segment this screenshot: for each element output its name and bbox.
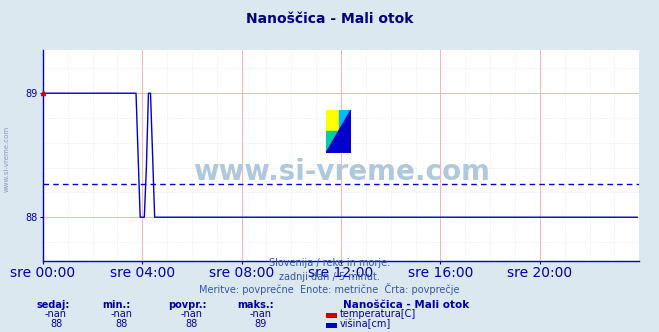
Text: povpr.:: povpr.:: [168, 300, 206, 310]
Text: Meritve: povprečne  Enote: metrične  Črta: povprečje: Meritve: povprečne Enote: metrične Črta:…: [199, 283, 460, 295]
Polygon shape: [339, 131, 351, 153]
Polygon shape: [326, 110, 351, 153]
Text: -nan: -nan: [45, 309, 67, 319]
Text: temperatura[C]: temperatura[C]: [340, 309, 416, 319]
Text: min.:: min.:: [102, 300, 130, 310]
Text: Nanoščica - Mali otok: Nanoščica - Mali otok: [246, 12, 413, 26]
Text: 88: 88: [185, 319, 197, 329]
Text: zadnji dan / 5 minut.: zadnji dan / 5 minut.: [279, 272, 380, 282]
Text: 88: 88: [116, 319, 128, 329]
Text: maks.:: maks.:: [237, 300, 274, 310]
Polygon shape: [339, 110, 351, 131]
Text: www.si-vreme.com: www.si-vreme.com: [3, 126, 10, 193]
Text: Slovenija / reke in morje.: Slovenija / reke in morje.: [269, 258, 390, 268]
Text: 88: 88: [50, 319, 62, 329]
Text: 89: 89: [254, 319, 266, 329]
Text: -nan: -nan: [111, 309, 133, 319]
Text: višina[cm]: višina[cm]: [340, 318, 391, 329]
Text: www.si-vreme.com: www.si-vreme.com: [192, 158, 490, 186]
Polygon shape: [326, 131, 339, 153]
Text: -nan: -nan: [180, 309, 202, 319]
Text: Nanoščica - Mali otok: Nanoščica - Mali otok: [343, 300, 469, 310]
Polygon shape: [326, 110, 339, 131]
Text: -nan: -nan: [249, 309, 272, 319]
Text: sedaj:: sedaj:: [36, 300, 70, 310]
